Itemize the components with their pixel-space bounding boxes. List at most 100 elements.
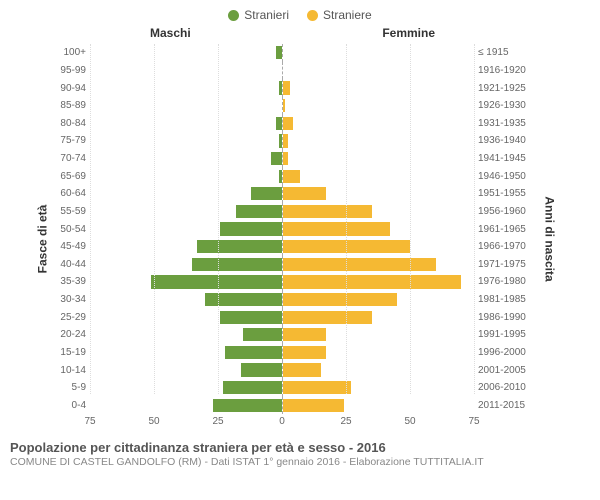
year-label: 1986-1990: [474, 312, 532, 323]
age-label: 20-24: [52, 329, 90, 340]
bars-zone: [90, 62, 474, 80]
year-label: 1951-1955: [474, 188, 532, 199]
pyramid-row: 65-691946-1950: [52, 167, 532, 185]
female-bar: [283, 205, 372, 218]
female-bar: [283, 346, 326, 359]
male-half: [90, 397, 283, 415]
male-bar: [241, 363, 282, 376]
x-tick: 50: [404, 416, 415, 427]
bars-zone: [90, 308, 474, 326]
bars-zone: [90, 167, 474, 185]
pyramid-row: 35-391976-1980: [52, 273, 532, 291]
x-axis: 7550250255075: [90, 416, 474, 434]
female-half: [283, 308, 475, 326]
gridline: [410, 44, 411, 394]
bars-zone: [90, 220, 474, 238]
x-tick: 75: [84, 416, 95, 427]
pyramid-row: 30-34 1981-1985: [52, 291, 532, 309]
pyramid-row: 85-891926-1930: [52, 97, 532, 115]
male-bar: [271, 152, 281, 165]
age-label: 15-19: [52, 347, 90, 358]
plot-area: Fasce di età Anni di nascita 100+≤ 1915 9…: [10, 44, 590, 434]
legend-label-female: Straniere: [323, 8, 372, 22]
age-label: 55-59: [52, 206, 90, 217]
female-half: [283, 273, 475, 291]
female-half: [283, 361, 475, 379]
pyramid-row: 60-641951-1955: [52, 185, 532, 203]
y-axis-right-title: Anni di nascita: [542, 196, 556, 281]
male-bar: [279, 170, 282, 183]
legend-item-female: Straniere: [307, 8, 372, 22]
bars-zone: [90, 97, 474, 115]
female-bar: [283, 170, 301, 183]
age-label: 10-14: [52, 365, 90, 376]
female-half: [283, 185, 475, 203]
year-label: 1936-1940: [474, 135, 532, 146]
age-label: 45-49: [52, 241, 90, 252]
female-half: [283, 44, 475, 62]
gridline: [474, 44, 475, 394]
x-tick: 25: [340, 416, 351, 427]
gridline: [218, 44, 219, 394]
year-label: 1971-1975: [474, 259, 532, 270]
chart-footer: Popolazione per cittadinanza straniera p…: [10, 440, 590, 468]
female-half: [283, 344, 475, 362]
male-half: [90, 291, 283, 309]
age-label: 75-79: [52, 135, 90, 146]
pyramid-row: 100+≤ 1915: [52, 44, 532, 62]
male-half: [90, 62, 283, 80]
bars-zone: [90, 150, 474, 168]
age-label: 50-54: [52, 224, 90, 235]
male-bar: [192, 258, 281, 271]
pyramid-row: 15-191996-2000: [52, 344, 532, 362]
chart-title: Popolazione per cittadinanza straniera p…: [10, 440, 590, 455]
age-label: 95-99: [52, 65, 90, 76]
year-label: 1991-1995: [474, 329, 532, 340]
pyramid-row: 20-24 1991-1995: [52, 326, 532, 344]
male-half: [90, 344, 283, 362]
age-label: 80-84: [52, 118, 90, 129]
female-bar: [283, 258, 436, 271]
header-female: Femmine: [382, 26, 435, 40]
female-half: [283, 62, 475, 80]
legend-dot-female: [307, 10, 318, 21]
bars-zone: [90, 203, 474, 221]
female-half: [283, 132, 475, 150]
female-bar: [283, 222, 390, 235]
female-half: [283, 397, 475, 415]
legend-item-male: Stranieri: [228, 8, 289, 22]
bars-zone: [90, 238, 474, 256]
year-label: 1981-1985: [474, 294, 532, 305]
age-label: 70-74: [52, 153, 90, 164]
pyramid-row: 80-841931-1935: [52, 115, 532, 133]
pyramid-row: 75-79 1936-1940: [52, 132, 532, 150]
female-half: [283, 97, 475, 115]
pyramid-row: 45-491966-1970: [52, 238, 532, 256]
female-half: [283, 256, 475, 274]
male-bar: [243, 328, 281, 341]
male-half: [90, 185, 283, 203]
female-half: [283, 150, 475, 168]
column-headers: Maschi Femmine: [10, 26, 590, 42]
pyramid-row: 50-541961-1965: [52, 220, 532, 238]
year-label: 1976-1980: [474, 276, 532, 287]
female-bar: [283, 152, 288, 165]
year-label: 2001-2005: [474, 365, 532, 376]
legend-label-male: Stranieri: [244, 8, 289, 22]
male-bar: [251, 187, 282, 200]
male-bar: [220, 311, 281, 324]
age-label: 30-34: [52, 294, 90, 305]
female-bar: [283, 187, 326, 200]
female-bar: [283, 117, 293, 130]
male-half: [90, 203, 283, 221]
male-bar: [279, 81, 282, 94]
bars-zone: [90, 273, 474, 291]
male-bar: [276, 46, 281, 59]
female-half: [283, 79, 475, 97]
gridline: [346, 44, 347, 394]
year-label: ≤ 1915: [474, 47, 532, 58]
age-label: 65-69: [52, 171, 90, 182]
female-half: [283, 379, 475, 397]
male-half: [90, 115, 283, 133]
y-axis-left-title: Fasce di età: [35, 205, 49, 274]
